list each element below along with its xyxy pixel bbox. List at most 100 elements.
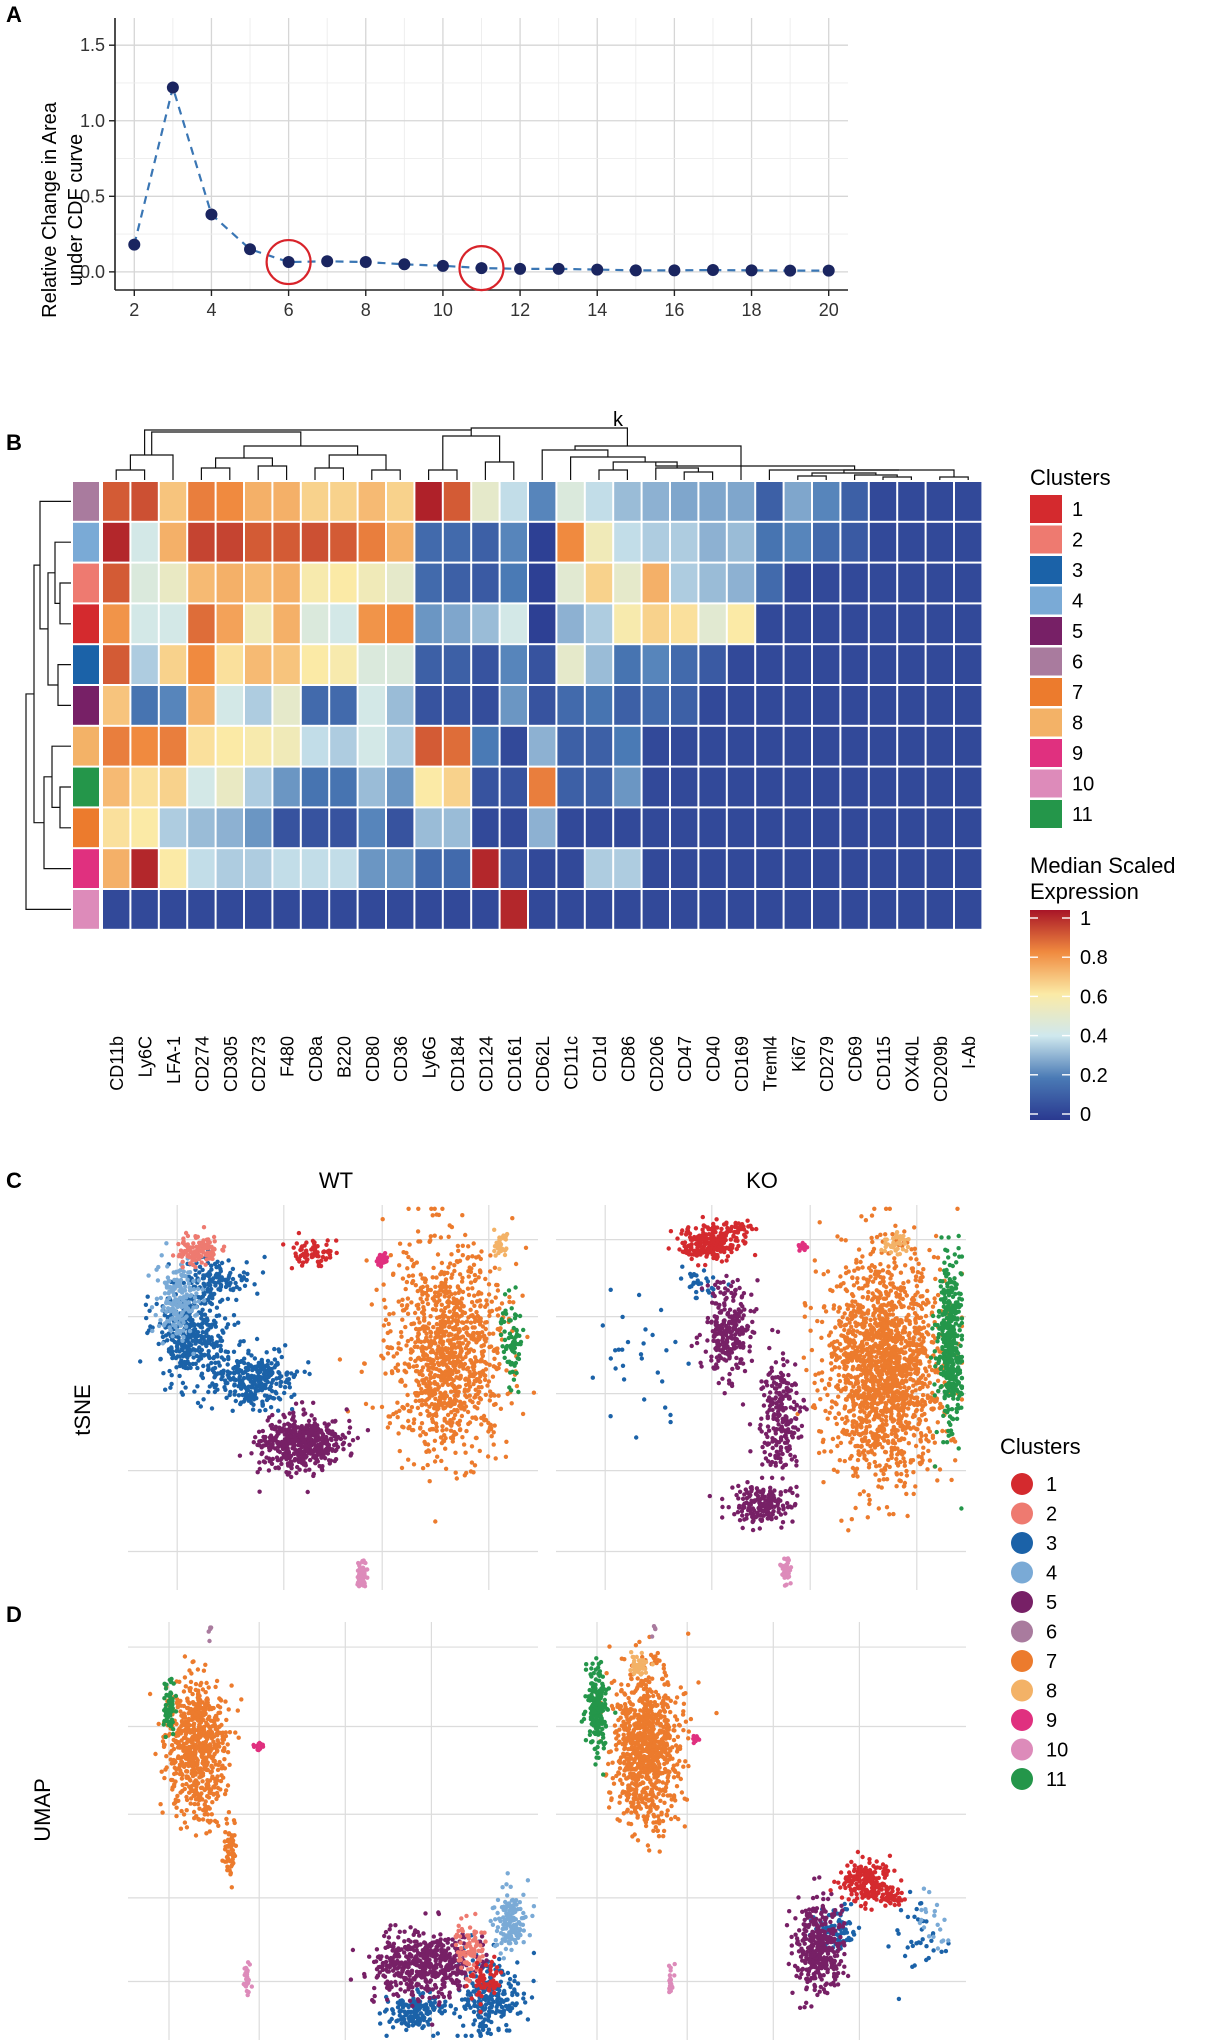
- point-cluster-7: [447, 1284, 453, 1290]
- heatmap-cell-c2-LFA-1: [159, 563, 187, 603]
- point-cluster-7: [409, 1405, 415, 1410]
- point-cluster-11: [517, 1313, 523, 1319]
- point-cluster-7: [486, 1379, 492, 1384]
- point-cluster-7: [902, 1229, 907, 1234]
- point-cluster-3: [285, 1370, 290, 1375]
- heatmap-cell-c3-Ki67: [784, 645, 811, 684]
- point-cluster-2: [181, 1236, 186, 1241]
- point-cluster-3: [219, 1355, 224, 1360]
- point-cluster-7: [823, 1408, 828, 1414]
- point-cluster-7: [833, 1325, 838, 1330]
- heatmap-cell-c3-CD1d: [585, 645, 613, 684]
- row-color-cluster-5: [73, 686, 99, 725]
- heatmap-cell-c8-CD209b: [926, 726, 953, 766]
- point-cluster-7: [935, 1255, 941, 1260]
- point-cluster-8: [503, 1237, 508, 1242]
- marker-label-CD274: CD274: [192, 1036, 212, 1092]
- point-cluster-7: [478, 1270, 483, 1275]
- point-cluster-7: [427, 1479, 432, 1484]
- point-cluster-7: [444, 1427, 449, 1432]
- point-cluster-7: [872, 1206, 877, 1212]
- row-color-cluster-2: [73, 563, 99, 603]
- point-cluster-7: [845, 1316, 850, 1322]
- heatmap-cell-c7-CD40: [699, 808, 726, 848]
- point-cluster-3: [209, 1337, 214, 1343]
- point-cluster-7: [441, 1352, 446, 1357]
- point-cluster-5: [307, 1444, 313, 1449]
- heatmap-cell-c9-CD274: [188, 849, 215, 888]
- point-cluster-3: [206, 1363, 211, 1368]
- point-cluster-5: [332, 1458, 337, 1464]
- point-cluster-3: [221, 1330, 226, 1335]
- point-cluster-7: [406, 1408, 412, 1414]
- point-cluster-5: [325, 1437, 330, 1443]
- point-cluster-5: [307, 1467, 312, 1472]
- point-cluster-7: [405, 1338, 411, 1344]
- row-dendro-b3: [47, 572, 58, 686]
- point-cluster-7: [887, 1512, 892, 1517]
- point-cluster-7: [430, 1416, 435, 1422]
- heatmap-cell-c6-Ly6G: [415, 482, 442, 521]
- heatmap-cell-c4-LFA-1: [159, 522, 187, 562]
- point-cluster-7: [410, 1273, 416, 1278]
- point-cluster-3: [233, 1398, 238, 1404]
- point-cluster-7: [459, 1401, 464, 1406]
- heatmap-cell-c11-Ly6G: [415, 767, 442, 807]
- heatmap-cell-c10-CD69: [841, 890, 868, 929]
- point-cluster-7: [460, 1435, 465, 1440]
- point-cluster-7: [418, 1272, 423, 1277]
- point-cluster-5: [301, 1431, 307, 1437]
- clusters-legend-label-5: 5: [1072, 621, 1083, 643]
- point-cluster-1: [315, 1259, 321, 1264]
- panel-a-ylabel-line1: Relative Change in Area: [39, 101, 61, 318]
- heatmap-cell-c9-CD47: [671, 849, 698, 888]
- point-cluster-7: [801, 1355, 806, 1360]
- heatmap-cell-c5-CD86: [614, 686, 641, 725]
- point-cluster-7: [845, 1345, 850, 1350]
- point-cluster-3: [265, 1358, 271, 1364]
- point-cluster-7: [472, 1293, 477, 1298]
- point-cluster-3: [252, 1282, 257, 1287]
- heatmap-cell-c1-CD1d: [585, 604, 613, 644]
- point-cluster-7: [868, 1317, 873, 1323]
- panel-a-point-k19: [784, 264, 797, 277]
- heatmap-cell-c8-CD40: [699, 726, 726, 766]
- point-cluster-5: [262, 1460, 268, 1465]
- col-dendro-branch-9: [151, 431, 302, 455]
- row-color-cluster-11: [73, 767, 99, 807]
- point-cluster-7: [456, 1330, 461, 1335]
- point-cluster-7: [479, 1349, 485, 1355]
- point-cluster-7: [931, 1340, 936, 1345]
- point-cluster-3: [292, 1372, 298, 1378]
- heatmap-cell-c6-CD62L: [529, 482, 556, 521]
- point-cluster-2: [203, 1252, 209, 1258]
- heatmap-cell-c1-CD273: [245, 604, 272, 644]
- heatmap-cell-c5-CD11c: [557, 686, 584, 725]
- heatmap-cell-c4-CD279: [813, 522, 840, 562]
- point-cluster-7: [854, 1420, 859, 1425]
- point-cluster-7: [842, 1323, 847, 1328]
- heatmap-cell-c1-OX40L: [898, 604, 925, 644]
- heatmap-cell-c8-CD115: [869, 726, 897, 766]
- point-cluster-4: [154, 1267, 159, 1272]
- point-cluster-7: [453, 1362, 459, 1367]
- point-cluster-7: [496, 1393, 501, 1398]
- col-dendro-branch-2: [257, 465, 288, 480]
- point-cluster-7: [466, 1292, 472, 1298]
- point-cluster-7: [409, 1336, 414, 1342]
- point-cluster-7: [450, 1326, 456, 1331]
- heatmap-cell-c4-CD62L: [529, 522, 556, 562]
- point-cluster-7: [468, 1347, 474, 1352]
- point-cluster-3: [212, 1322, 217, 1327]
- point-cluster-7: [471, 1262, 477, 1268]
- point-cluster-7: [399, 1379, 404, 1384]
- point-cluster-1: [281, 1242, 286, 1247]
- point-cluster-7: [886, 1457, 891, 1463]
- heatmap-cell-c2-CD124: [472, 563, 499, 603]
- point-cluster-7: [434, 1355, 439, 1360]
- point-cluster-3: [263, 1407, 268, 1413]
- point-cluster-3: [272, 1357, 278, 1362]
- point-cluster-7: [446, 1382, 451, 1388]
- point-cluster-7: [900, 1401, 905, 1407]
- point-cluster-3: [206, 1274, 212, 1279]
